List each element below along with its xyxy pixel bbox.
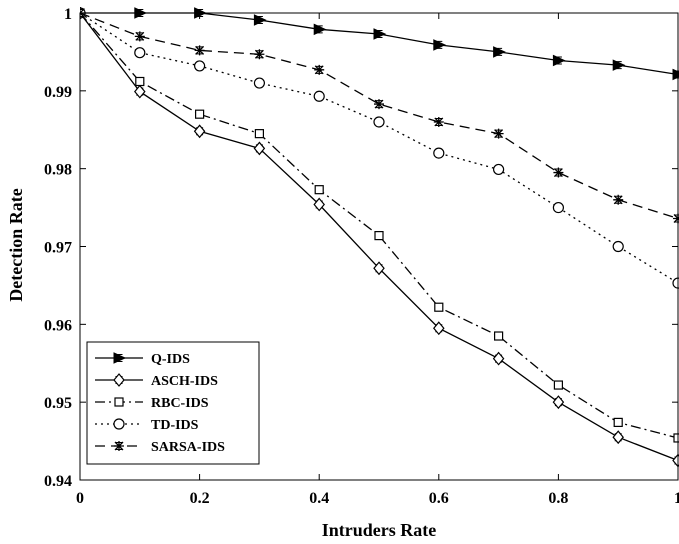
marker-asterisk bbox=[314, 64, 325, 75]
marker-asterisk bbox=[254, 49, 265, 60]
marker-square bbox=[494, 331, 504, 341]
legend-label: Q-IDS bbox=[151, 352, 190, 367]
legend-label: SARSA-IDS bbox=[151, 440, 225, 455]
marker-diamond bbox=[193, 124, 206, 139]
y-tick-label: 0.95 bbox=[44, 395, 72, 412]
y-tick-label: 0.98 bbox=[44, 162, 72, 179]
marker-asterisk bbox=[114, 441, 124, 451]
y-tick-label: 1 bbox=[64, 6, 72, 23]
marker-diamond bbox=[612, 430, 624, 445]
marker-circle bbox=[253, 77, 265, 89]
y-axis-title: Detection Rate bbox=[6, 188, 26, 301]
series-asch-ids bbox=[80, 7, 679, 468]
x-tick-label: 1 bbox=[674, 490, 679, 507]
plot-area bbox=[80, 7, 679, 468]
marker-asterisk bbox=[194, 45, 205, 56]
y-tick-label: 0.94 bbox=[44, 473, 72, 490]
marker-diamond bbox=[113, 373, 125, 387]
x-tick-label: 0.2 bbox=[190, 490, 210, 507]
series-line bbox=[80, 12, 679, 220]
marker-diamond bbox=[253, 141, 266, 156]
x-tick-label: 0.8 bbox=[548, 490, 568, 507]
marker-square bbox=[553, 380, 564, 390]
x-tick-label: 0 bbox=[76, 490, 84, 507]
marker-square bbox=[434, 302, 444, 312]
legend: Q-IDS ASCH-IDS RBC-IDS TD-IDS SARSA-IDS bbox=[86, 341, 260, 465]
legend-label: RBC-IDS bbox=[151, 396, 209, 411]
legend-label: TD-IDS bbox=[151, 418, 199, 433]
legend-entry-sarsa-ids: SARSA-IDS bbox=[95, 440, 225, 455]
marker-circle bbox=[194, 60, 206, 72]
marker-circle bbox=[612, 240, 624, 253]
marker-square bbox=[374, 231, 384, 241]
marker-diamond bbox=[552, 395, 565, 410]
marker-asterisk bbox=[613, 194, 624, 205]
y-tick-label: 0.97 bbox=[44, 240, 72, 257]
series-q-ids bbox=[80, 7, 679, 81]
marker-square bbox=[254, 129, 264, 139]
marker-triangle bbox=[373, 28, 387, 40]
marker-circle bbox=[493, 163, 505, 176]
marker-circle bbox=[313, 90, 325, 102]
marker-asterisk bbox=[433, 116, 444, 127]
marker-diamond bbox=[492, 351, 505, 366]
marker-triangle bbox=[433, 39, 447, 51]
legend-entry-rbc-ids: RBC-IDS bbox=[95, 396, 209, 411]
marker-diamond bbox=[373, 261, 385, 276]
legend-label: ASCH-IDS bbox=[151, 374, 218, 389]
legend-entry-q-ids: Q-IDS bbox=[95, 352, 190, 367]
marker-triangle bbox=[612, 59, 626, 71]
error-bar bbox=[80, 9, 84, 17]
marker-square bbox=[314, 185, 324, 195]
marker-circle bbox=[433, 147, 445, 159]
marker-triangle bbox=[552, 54, 566, 67]
marker-circle bbox=[373, 116, 385, 128]
axes: 0 0.2 0.4 0.6 0.8 1 0.94 0.95 0.96 0.97 0.98 0.99 1 bbox=[44, 6, 679, 507]
legend-entry-asch-ids: ASCH-IDS bbox=[95, 373, 218, 389]
x-axis-title: Intruders Rate bbox=[322, 520, 437, 540]
marker-square bbox=[195, 109, 205, 119]
y-tick-label: 0.99 bbox=[44, 84, 72, 101]
series-line bbox=[80, 12, 679, 284]
marker-diamond bbox=[134, 84, 146, 99]
marker-circle bbox=[552, 201, 565, 214]
marker-asterisk bbox=[553, 167, 564, 178]
marker-asterisk bbox=[493, 128, 504, 139]
legend-entry-td-ids: TD-IDS bbox=[95, 418, 199, 433]
marker-asterisk bbox=[374, 99, 384, 110]
series-sarsa-ids bbox=[80, 8, 679, 224]
marker-triangle bbox=[313, 23, 327, 36]
y-tick-label: 0.96 bbox=[44, 317, 72, 334]
marker-square bbox=[135, 76, 145, 87]
plot-series bbox=[80, 7, 679, 468]
series-line bbox=[80, 12, 679, 76]
marker-circle bbox=[113, 418, 125, 430]
marker-square bbox=[613, 417, 623, 428]
series-rbc-ids bbox=[80, 8, 679, 443]
marker-triangle bbox=[493, 46, 506, 58]
x-tick-label: 0.6 bbox=[429, 490, 449, 507]
marker-diamond bbox=[313, 197, 325, 212]
marker-circle bbox=[134, 47, 146, 59]
series-td-ids bbox=[80, 7, 679, 289]
marker-triangle bbox=[253, 14, 267, 26]
marker-triangle bbox=[113, 352, 127, 364]
marker-square bbox=[114, 397, 124, 407]
marker-diamond bbox=[433, 321, 445, 336]
marker-asterisk bbox=[134, 31, 145, 42]
x-tick-label: 0.4 bbox=[309, 490, 329, 507]
